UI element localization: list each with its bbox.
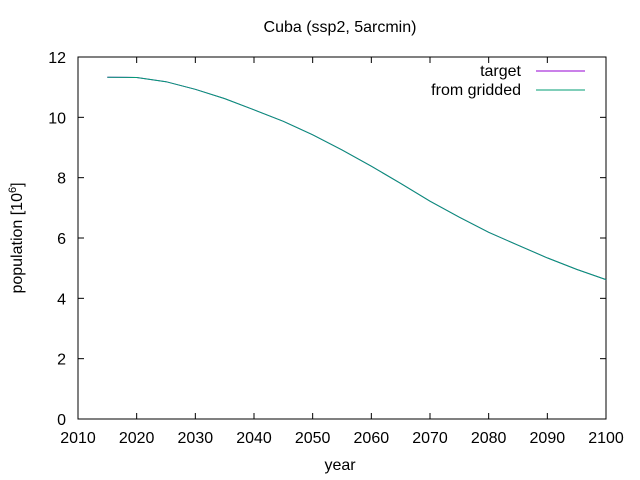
- y-tick-label: 12: [48, 50, 66, 67]
- y-tick-label: 2: [57, 352, 66, 369]
- y-tick-label: 10: [48, 110, 66, 127]
- y-tick-label: 8: [57, 171, 66, 188]
- legend: target from gridded: [431, 63, 585, 99]
- y-axis-label-close: ]: [9, 182, 26, 186]
- x-tick-label: 2040: [236, 430, 272, 447]
- chart-title: Cuba (ssp2, 5arcmin): [264, 19, 417, 36]
- plot-frame: [77, 56, 607, 420]
- y-axis-label-exponent: 6: [7, 187, 19, 193]
- x-tick-label: 2080: [471, 430, 507, 447]
- y-tick-label: 0: [57, 412, 66, 429]
- x-tick-label: 2070: [412, 430, 448, 447]
- x-tick-label: 2090: [530, 430, 566, 447]
- x-tick-label: 2060: [354, 430, 390, 447]
- legend-label-2: from gridded: [431, 82, 521, 99]
- y-axis-label: population [106]: [7, 182, 26, 293]
- series-lines: [107, 76, 607, 281]
- y-tick-label: 4: [57, 291, 66, 308]
- x-tick-label: 2050: [295, 430, 331, 447]
- x-tick-label: 2010: [60, 430, 96, 447]
- x-tick-label: 2020: [119, 430, 155, 447]
- axis-ticks: 2010 2020 2030 2040 2050 2060 2070 2080 2090 2100…: [48, 50, 624, 447]
- legend-label-1: target: [480, 63, 521, 80]
- series-line-2: [107, 76, 607, 281]
- x-axis-label: year: [324, 457, 356, 474]
- x-tick-label: 2030: [178, 430, 214, 447]
- series-line-1: [107, 76, 607, 281]
- x-tick-label: 2100: [588, 430, 624, 447]
- y-tick-label: 6: [57, 231, 66, 248]
- y-axis-label-main: population [10: [9, 193, 26, 294]
